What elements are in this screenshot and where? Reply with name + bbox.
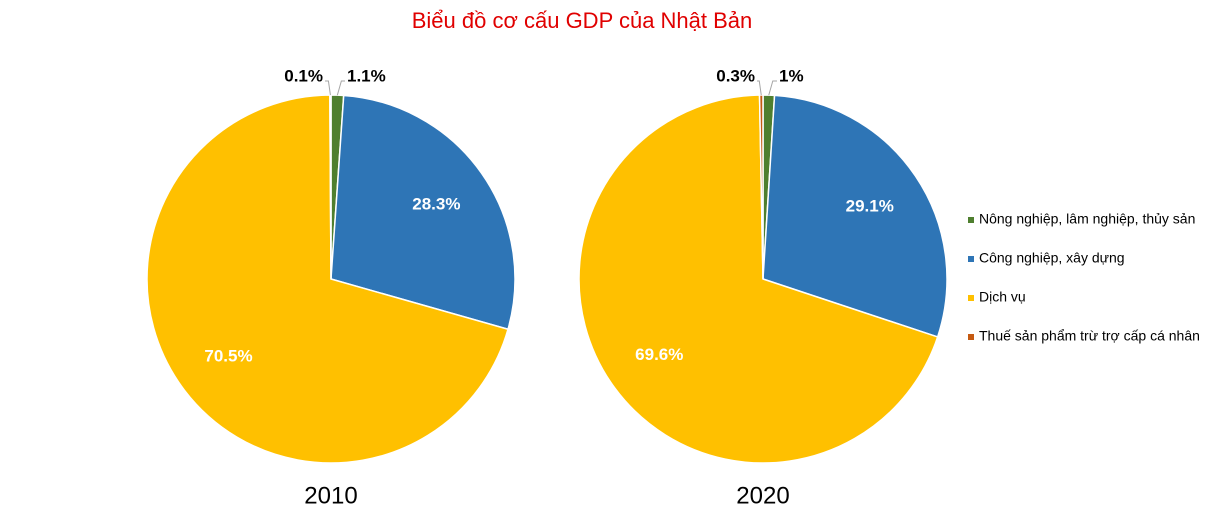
pie-slice	[578, 94, 939, 464]
legend-label: Thuế sản phẩm trừ trợ cấp cá nhân	[979, 328, 1200, 344]
legend-marker	[968, 334, 974, 340]
pie-slice	[330, 94, 516, 331]
leader-line	[325, 80, 331, 96]
leader-line	[768, 80, 777, 96]
data-label: 1.1%	[347, 66, 386, 85]
data-label: 70.5%	[204, 346, 252, 365]
data-label: 0.3%	[716, 66, 755, 85]
data-label: 29.1%	[846, 196, 894, 215]
chart-title: Biểu đồ cơ cấu GDP của Nhật Bản	[412, 8, 753, 33]
leader-line	[336, 80, 345, 96]
legend-label: Nông nghiệp, lâm nghiệp, thủy sản	[979, 211, 1195, 227]
legend-label: Công nghiệp, xây dựng	[979, 250, 1125, 266]
pie-slice	[758, 94, 764, 280]
leader-line	[757, 80, 762, 96]
data-label: 1%	[779, 66, 804, 85]
legend-label: Dịch vụ	[979, 289, 1026, 305]
pie-title: 2020	[736, 482, 789, 509]
legend-marker	[968, 295, 974, 301]
legend-marker	[968, 256, 974, 262]
data-label: 0.1%	[284, 66, 323, 85]
data-label: 28.3%	[412, 194, 460, 213]
legend-marker	[968, 217, 974, 223]
pie-slice	[762, 94, 948, 338]
data-label: 69.6%	[635, 345, 683, 364]
pie-title: 2010	[304, 482, 357, 509]
pie-slice	[146, 94, 509, 464]
